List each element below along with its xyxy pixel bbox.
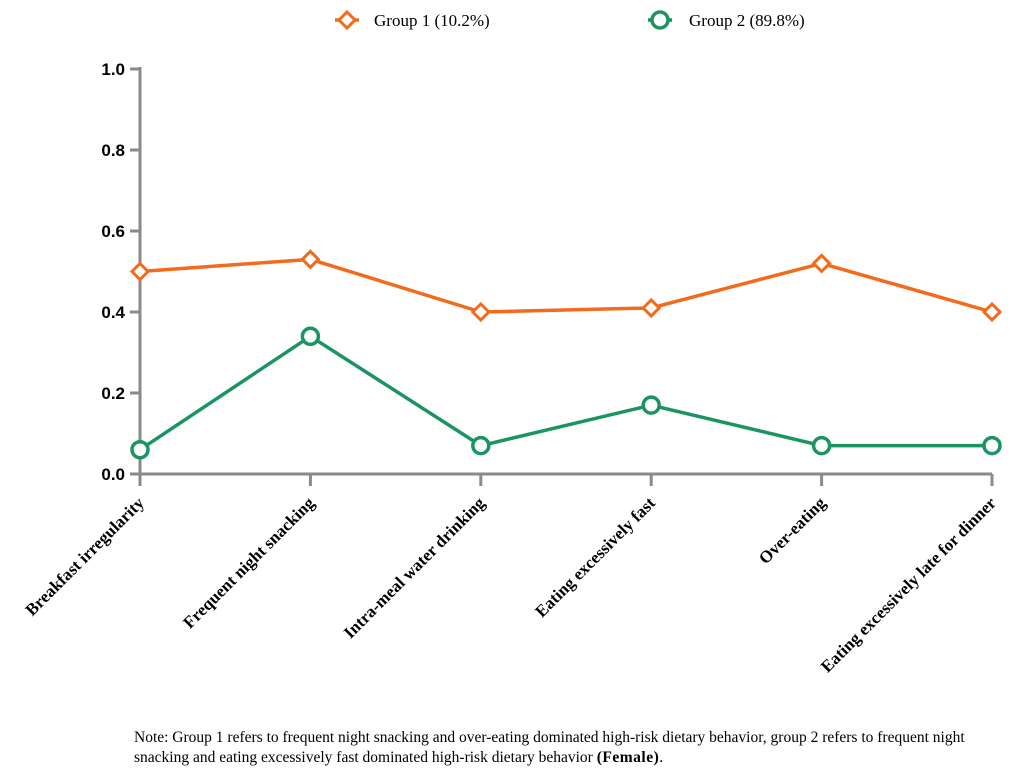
series-2-point	[471, 435, 491, 456]
series-2	[130, 326, 1002, 460]
legend-marker	[336, 9, 358, 31]
note-female: (Female)	[596, 749, 660, 766]
series-2-point	[982, 435, 1002, 456]
note-end: .	[659, 749, 664, 766]
figure-note: Note: Group 1 refers to frequent night s…	[134, 728, 1004, 768]
line-chart: 0.0 0.2 0.4 0.6 0.8 1.0 Breakfast irregularity…	[22, 9, 1003, 676]
x-tick-label: Over-eating	[755, 493, 830, 568]
y-tick-label: 0.0	[101, 465, 125, 484]
note-text: Note: Group 1 refers to frequent night s…	[134, 729, 965, 766]
series-2-line	[139, 334, 992, 452]
series-1-line	[139, 257, 993, 314]
legend-label: Group 1 (10.2%)	[374, 11, 490, 30]
x-tick-label: Eating excessively fast	[531, 493, 659, 621]
legend-label: Group 2 (89.8%)	[689, 11, 805, 30]
series-1-point	[129, 261, 151, 282]
series-1-point	[300, 249, 321, 270]
series-1-point	[981, 301, 1003, 323]
x-tick-label: Intra-meal water drinking	[340, 493, 489, 642]
series-1-point	[641, 297, 662, 319]
series-2-point	[641, 395, 661, 415]
y-tick-label: 0.2	[101, 384, 125, 403]
series-2-point	[300, 326, 321, 347]
x-tick-label: Eating excessively late for dinner	[817, 493, 1000, 676]
series-1	[129, 249, 1003, 323]
y-tick-label: 1.0	[101, 60, 125, 79]
legend-marker	[650, 10, 670, 30]
y-tick-label: 0.4	[101, 303, 125, 322]
x-tick-label: Breakfast irregularity	[22, 493, 149, 620]
series-1-point	[470, 301, 491, 323]
legend-item-1: Group 1 (10.2%)	[335, 9, 490, 31]
series-2-point	[130, 439, 150, 460]
x-tick-label: Frequent night snacking	[179, 493, 318, 632]
series-1-point	[811, 253, 832, 274]
legend-item-2: Group 2 (89.8%)	[648, 10, 805, 30]
y-tick-label: 0.8	[101, 141, 125, 160]
y-tick-label: 0.6	[101, 222, 125, 241]
series-2-point	[811, 435, 832, 456]
